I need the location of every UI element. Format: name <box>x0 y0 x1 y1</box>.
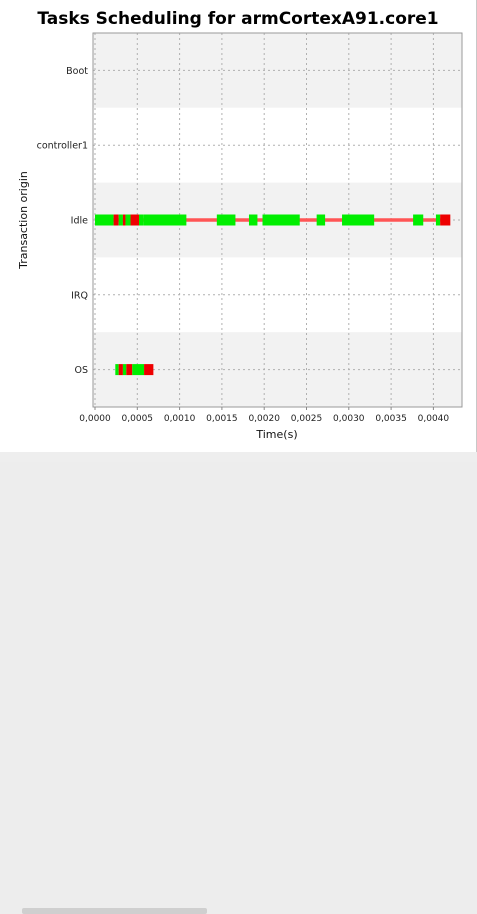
scrollbar-thumb[interactable] <box>22 908 207 914</box>
idle-segment-running <box>118 214 123 226</box>
y-tick-label: Idle <box>71 216 88 227</box>
os-segment-running <box>115 364 119 376</box>
y-tick-label: Boot <box>66 66 88 77</box>
x-tick-label: 0,0015 <box>206 414 238 424</box>
x-tick-label: 0,0000 <box>79 414 111 424</box>
idle-segment-transition <box>440 214 451 226</box>
x-tick-label: 0,0025 <box>291 414 323 424</box>
x-tick-label: 0,0040 <box>418 414 450 424</box>
idle-segment-running <box>143 214 187 226</box>
idle-segment-transition <box>130 214 139 226</box>
idle-segment-running <box>413 214 424 226</box>
idle-segment-running <box>342 214 375 226</box>
idle-segment-running <box>95 214 114 226</box>
os-segment-transition <box>144 364 154 376</box>
os-segment-running <box>132 364 145 376</box>
x-tick-label: 0,0030 <box>333 414 365 424</box>
x-tick-label: 0,0010 <box>164 414 196 424</box>
horizontal-scrollbar[interactable] <box>0 452 477 914</box>
idle-segment-transition <box>122 214 126 226</box>
idle-segment-running <box>216 214 236 226</box>
idle-segment-running <box>435 214 441 226</box>
x-axis-label: Time(s) <box>255 428 297 441</box>
os-segment-transition <box>118 364 123 376</box>
schedule-bars <box>95 214 451 376</box>
y-tick-label: IRQ <box>71 290 88 301</box>
os-segment-transition <box>126 364 133 376</box>
x-axis-ticks: 0,0000 0,0005 0,0010 0,0015 0,0020 0,0025 0,00… <box>79 407 449 424</box>
idle-segment-running <box>316 214 326 226</box>
idle-segment-running <box>125 214 131 226</box>
plot-border <box>92 32 463 408</box>
y-axis-ticks: Boot controller1 Idle IRQ OS <box>37 66 89 376</box>
y-tick-label: OS <box>74 365 88 376</box>
chart-title: Tasks Scheduling for armCortexA91.core1 <box>37 9 438 29</box>
idle-segment-running <box>248 214 258 226</box>
y-tick-label: controller1 <box>37 141 88 152</box>
y-axis-label: Transaction origin <box>17 171 30 270</box>
x-tick-label: 0,0035 <box>375 414 407 424</box>
idle-segment-transition <box>113 214 119 226</box>
x-tick-label: 0,0020 <box>248 414 280 424</box>
os-segment-running <box>122 364 127 376</box>
tasks-scheduling-chart: Tasks Scheduling for armCortexA91.core1 … <box>17 9 463 441</box>
idle-segment-running <box>262 214 300 226</box>
idle-segment-running <box>138 214 144 226</box>
x-tick-label: 0,0005 <box>122 414 154 424</box>
